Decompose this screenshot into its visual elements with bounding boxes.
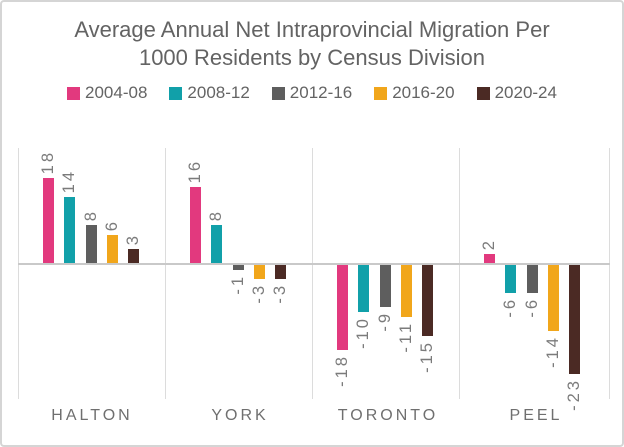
- legend-swatch: [67, 86, 81, 100]
- legend-swatch: [271, 86, 285, 100]
- bar-value-label: -14: [544, 335, 562, 368]
- legend-label: 2020-24: [494, 83, 557, 102]
- panel-divider: [312, 148, 313, 399]
- legend-item-2020-24: 2020-24: [476, 83, 557, 103]
- legend-label: 2008-12: [187, 83, 250, 102]
- category-label-york: YORK: [211, 407, 269, 424]
- panel-divider: [165, 148, 166, 399]
- bar-halton-2004-08: [43, 178, 54, 263]
- bar-york-2012-16: [233, 265, 244, 270]
- panel-divider: [18, 148, 19, 399]
- bar-value-label: 2: [480, 237, 498, 250]
- bar-york-2008-12: [211, 225, 222, 263]
- legend-item-2004-08: 2004-08: [67, 83, 147, 103]
- bar-value-label: -23: [565, 378, 583, 411]
- panel-divider: [609, 148, 610, 399]
- legend: 2004-08 2008-12 2012-16 2016-20 2020-24: [2, 83, 622, 103]
- bar-peel-2004-08: [484, 254, 495, 263]
- bar-peel-2012-16: [527, 265, 538, 293]
- bar-value-label: -3: [250, 283, 268, 304]
- bar-halton-2016-20: [107, 235, 118, 263]
- bar-peel-2016-20: [548, 265, 559, 331]
- legend-item-2008-12: 2008-12: [169, 83, 250, 103]
- bar-toronto-2008-12: [358, 265, 369, 312]
- legend-label: 2016-20: [392, 83, 455, 102]
- bar-value-label: 18: [39, 149, 57, 174]
- bar-value-label: 3: [124, 232, 142, 245]
- bar-halton-2008-12: [64, 197, 75, 263]
- legend-item-2016-20: 2016-20: [374, 83, 455, 103]
- bar-value-label: -18: [333, 354, 351, 387]
- bar-york-2016-20: [254, 265, 265, 279]
- bar-value-label: 8: [207, 208, 225, 221]
- legend-label: 2012-16: [289, 83, 353, 102]
- plot-area: 18 14 8 6 3 16 8 -1 -3 -3 -18 -10 -9 -11 -15 2 -6 -6 -14 -2…: [18, 148, 610, 411]
- panel-divider: [459, 148, 460, 399]
- bar-value-label: -6: [523, 297, 541, 318]
- bar-value-label: -11: [397, 321, 415, 353]
- category-axis: HALTON YORK TORONTO PEEL: [18, 407, 610, 425]
- zero-axis-line: [18, 263, 610, 265]
- bar-halton-2020-24: [128, 249, 139, 263]
- bar-value-label: -10: [354, 316, 372, 349]
- bar-value-label: -3: [271, 283, 289, 304]
- bar-value-label: -9: [376, 311, 394, 332]
- bar-value-label: 16: [186, 158, 204, 183]
- bar-york-2020-24: [275, 265, 286, 279]
- bar-toronto-2016-20: [401, 265, 412, 317]
- bar-value-label: 14: [60, 168, 78, 193]
- legend-swatch: [476, 86, 490, 100]
- bar-toronto-2004-08: [337, 265, 348, 350]
- legend-swatch: [374, 86, 388, 100]
- bar-value-label: -1: [229, 274, 247, 295]
- bar-value-label: 6: [103, 218, 121, 231]
- bar-peel-2008-12: [505, 265, 516, 293]
- legend-item-2012-16: 2012-16: [271, 83, 353, 103]
- bar-value-label: -15: [418, 340, 436, 373]
- legend-swatch: [169, 86, 183, 100]
- category-label-halton: HALTON: [51, 407, 133, 424]
- chart-title: Average Annual Net Intraprovincial Migra…: [74, 17, 550, 70]
- bar-value-label: -6: [501, 297, 519, 318]
- bar-toronto-2020-24: [422, 265, 433, 336]
- category-label-peel: PEEL: [509, 407, 563, 424]
- category-label-toronto: TORONTO: [337, 407, 439, 424]
- bar-york-2004-08: [190, 187, 201, 263]
- bar-toronto-2012-16: [380, 265, 391, 307]
- bar-peel-2020-24: [569, 265, 580, 374]
- bar-value-label: 8: [82, 208, 100, 221]
- bar-halton-2012-16: [86, 225, 97, 263]
- legend-label: 2004-08: [85, 83, 148, 102]
